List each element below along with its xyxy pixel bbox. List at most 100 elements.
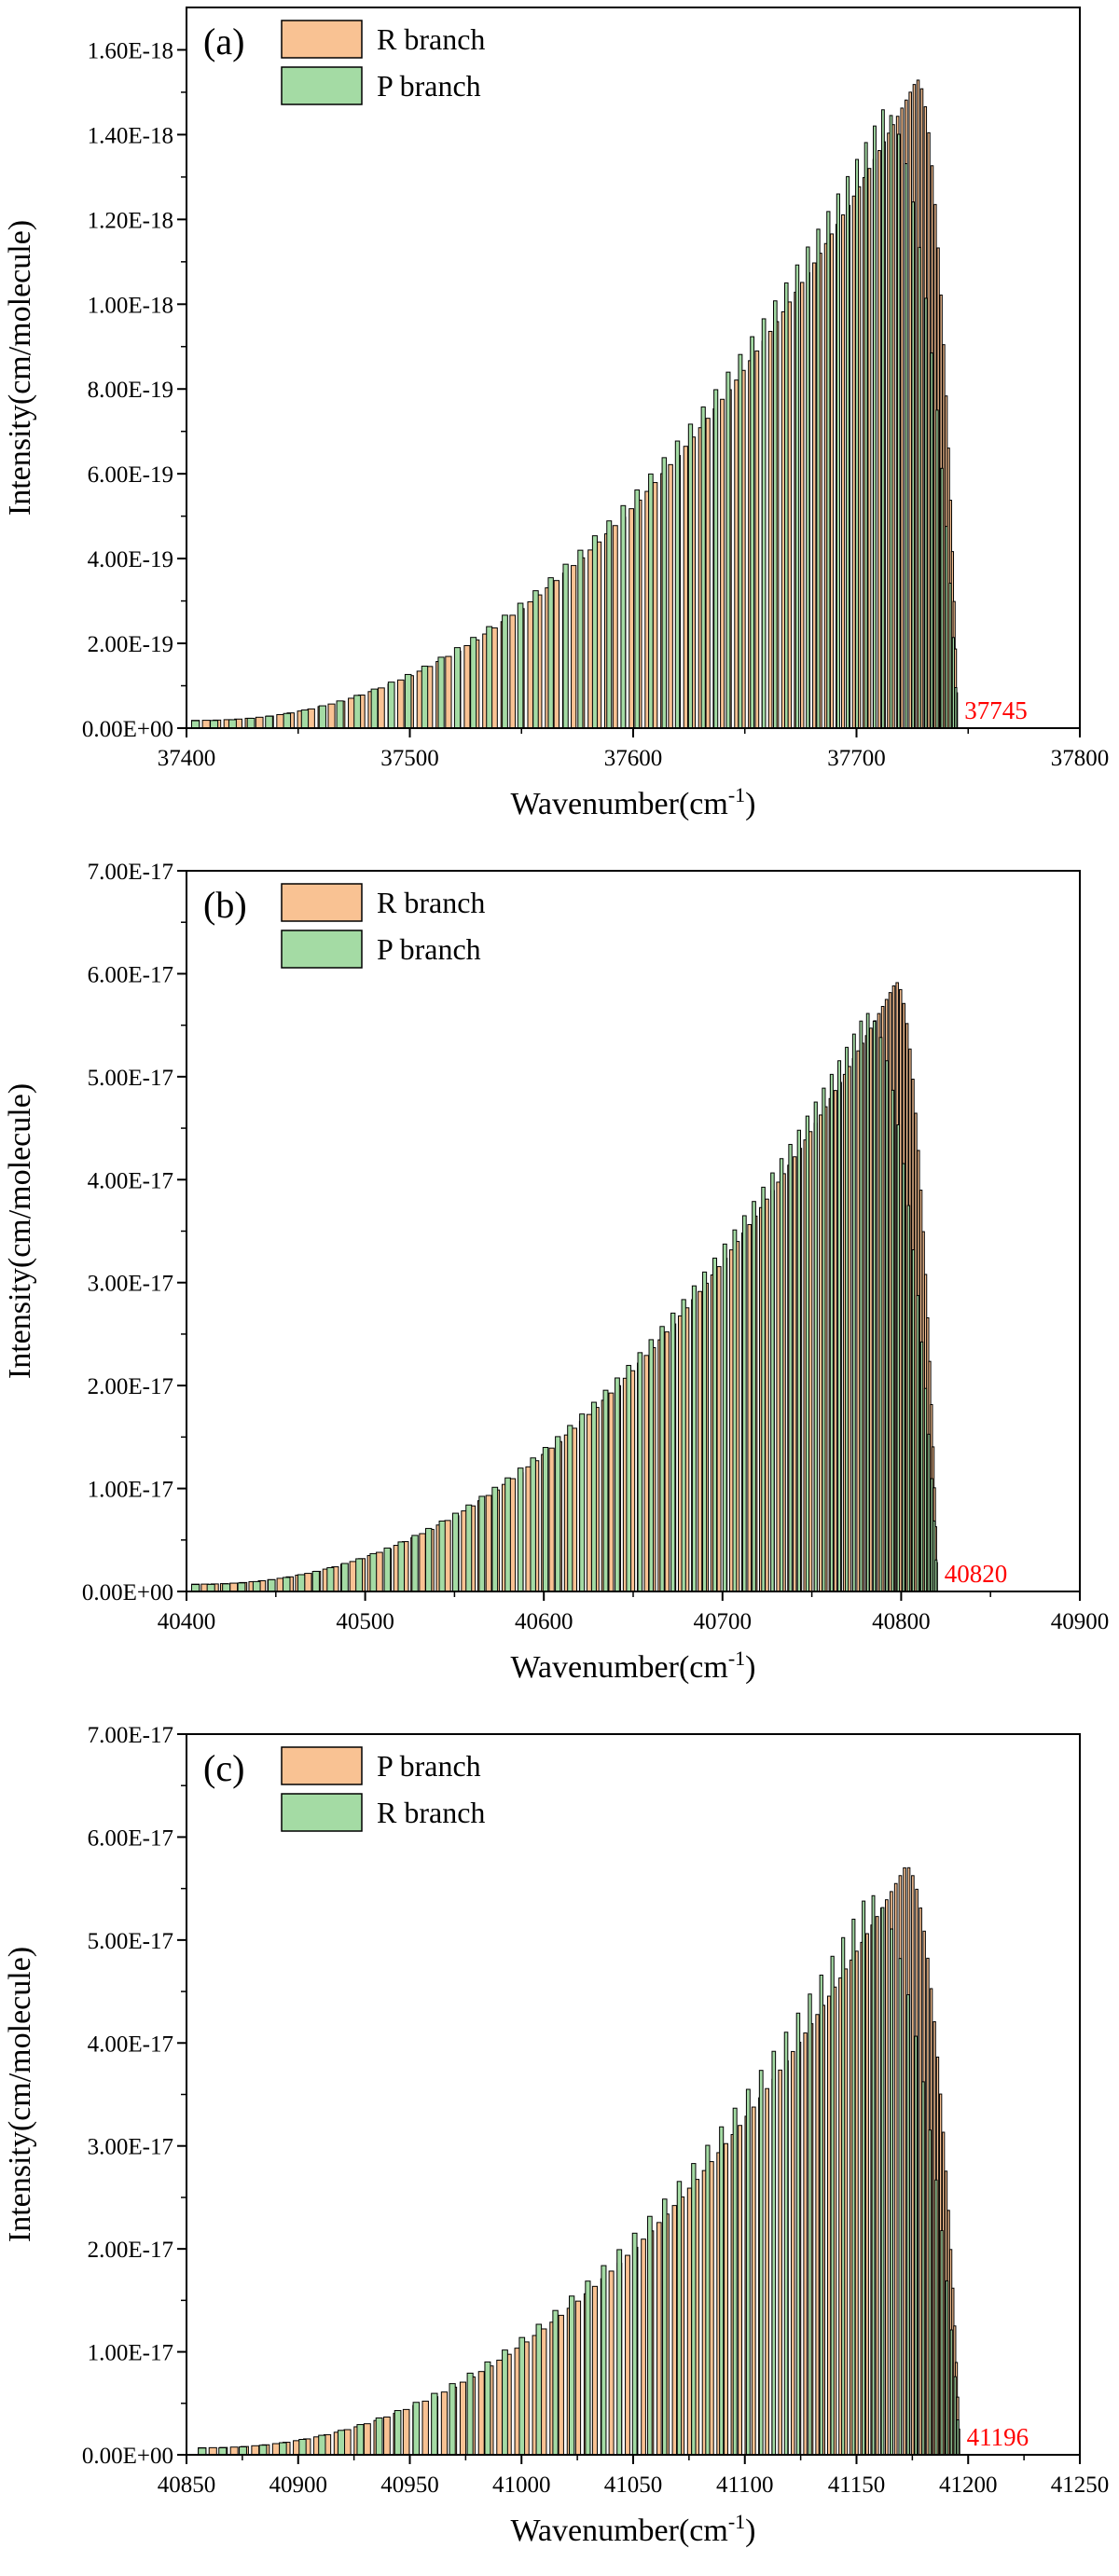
bar: [885, 1899, 889, 2456]
bar: [535, 2323, 543, 2456]
bar: [586, 1413, 592, 1592]
bar: [732, 2107, 738, 2456]
y-tick-label: 0.00E+00: [82, 717, 173, 742]
x-tick-label: 40900: [1051, 1609, 1110, 1634]
bar: [796, 1129, 801, 1592]
bar: [709, 2161, 714, 2456]
bar: [552, 2309, 559, 2456]
bar: [851, 1033, 856, 1592]
x-axis-title-close: ): [745, 787, 755, 821]
bar: [421, 666, 429, 729]
bar: [298, 2439, 307, 2456]
bar: [761, 318, 767, 729]
x-tick-label: 40700: [694, 1609, 753, 1634]
bar: [877, 150, 881, 729]
bar: [258, 2445, 268, 2456]
bar: [591, 535, 598, 729]
bar: [930, 352, 933, 729]
bar: [771, 2050, 777, 2456]
bar: [954, 687, 958, 729]
bar: [951, 637, 956, 729]
bar: [363, 2423, 371, 2456]
bar: [956, 2419, 960, 2456]
bar: [206, 1583, 215, 1592]
bar: [337, 2430, 346, 2456]
bar: [833, 1090, 837, 1592]
bar: [914, 2035, 918, 2456]
bar: [208, 2446, 217, 2456]
bar: [271, 2443, 281, 2456]
bar: [837, 1060, 842, 1592]
bar: [421, 2400, 429, 2456]
bar: [911, 1249, 916, 1592]
y-tick-label: 7.00E-17: [88, 860, 173, 885]
series-orange-bars: [190, 982, 939, 1592]
x-tick-label: 41100: [716, 2473, 774, 2498]
bar: [229, 1582, 239, 1592]
bar: [517, 1467, 524, 1592]
bar: [836, 193, 840, 729]
legend-label: P branch: [377, 932, 481, 966]
bar: [953, 2376, 957, 2456]
y-tick-label: 1.20E-18: [88, 208, 173, 233]
bar: [816, 228, 821, 729]
bar: [719, 2126, 725, 2456]
bar: [851, 1919, 856, 2456]
bar: [784, 282, 789, 729]
y-tick-label: 1.40E-18: [88, 123, 173, 148]
bar: [829, 233, 835, 729]
bar: [252, 1580, 261, 1592]
bar: [779, 1158, 784, 1592]
bar: [919, 1907, 922, 2456]
bar: [318, 2434, 326, 2456]
bar: [491, 1486, 499, 1592]
bar: [873, 125, 877, 729]
y-tick-label: 6.00E-17: [88, 962, 173, 987]
series-green-bars: [198, 1894, 961, 2456]
x-tick-label: 37500: [380, 746, 439, 771]
bar: [509, 614, 517, 729]
x-axis-title-sup: -1: [728, 2510, 745, 2533]
bar: [463, 644, 471, 729]
bar: [845, 1046, 850, 1592]
bar: [412, 2402, 421, 2456]
bar: [375, 2417, 383, 2456]
bar: [890, 1928, 893, 2456]
bar: [283, 1577, 291, 1592]
bar: [859, 1020, 863, 1592]
bar: [444, 1520, 451, 1592]
x-tick-label: 41150: [828, 2473, 886, 2498]
y-tick-label: 4.00E-17: [88, 2032, 173, 2057]
bar: [517, 602, 524, 729]
bar: [927, 1433, 931, 1592]
y-tick-label: 0.00E+00: [82, 2444, 173, 2469]
bar: [881, 109, 885, 729]
bar: [800, 282, 805, 729]
x-tick-label: 37600: [604, 746, 663, 771]
bar: [945, 2280, 949, 2456]
bar: [402, 2408, 410, 2456]
legend-label: R branch: [377, 1796, 485, 1829]
x-tick-label: 40900: [269, 2473, 328, 2498]
x-axis-title-sup: -1: [728, 1646, 745, 1670]
bar: [459, 2381, 467, 2456]
bar: [251, 2445, 260, 2456]
x-axis-title: Wavenumber(cm-1): [511, 2510, 756, 2548]
bar: [355, 1558, 364, 1592]
series-green-bars: [190, 1012, 939, 1592]
bar: [569, 2295, 575, 2456]
bar: [720, 398, 725, 729]
bar: [615, 1377, 620, 1592]
bar: [851, 195, 856, 729]
bar: [765, 1198, 769, 1592]
bar: [935, 409, 939, 729]
bar: [846, 175, 850, 729]
bar: [716, 1266, 722, 1592]
bar: [904, 163, 908, 729]
y-axis-title: Intensity(cm/molecule): [3, 1083, 37, 1379]
bar: [712, 1257, 718, 1592]
legend-swatch-green: [281, 1793, 363, 1832]
bar: [547, 577, 554, 729]
bar: [911, 1875, 915, 2456]
bar: [502, 614, 508, 729]
